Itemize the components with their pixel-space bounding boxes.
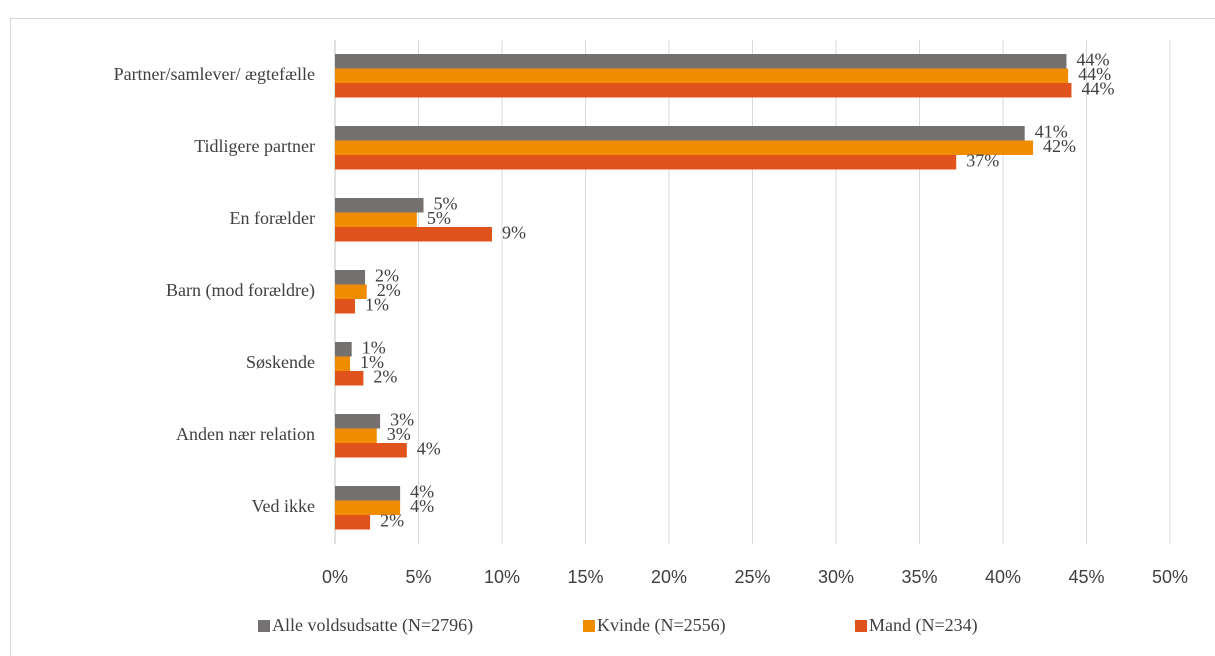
x-tick-label: 15% — [567, 567, 603, 587]
x-tick-label: 20% — [651, 567, 687, 587]
x-tick-label: 45% — [1068, 567, 1104, 587]
bar — [335, 198, 424, 213]
bar — [335, 299, 356, 314]
bar — [335, 54, 1067, 69]
bar — [335, 414, 381, 429]
data-label: 1% — [365, 294, 389, 314]
bar — [335, 270, 366, 285]
bar — [335, 515, 371, 530]
bar — [335, 486, 401, 501]
legend-label: Mand (N=234) — [869, 615, 978, 636]
data-label: 44% — [1078, 64, 1111, 84]
bar — [335, 155, 957, 170]
bar — [335, 68, 1069, 83]
legend-swatch — [583, 620, 595, 632]
data-label: 5% — [434, 193, 458, 213]
data-label: 44% — [1081, 78, 1114, 98]
data-label: 42% — [1043, 136, 1076, 156]
category-label: Barn (mod forældre) — [166, 280, 315, 301]
legend-swatch — [855, 620, 867, 632]
bar — [335, 342, 352, 357]
data-label: 1% — [362, 337, 386, 357]
chart-frame — [10, 18, 1215, 656]
bar — [335, 371, 364, 386]
category-label: Partner/samlever/ ægtefælle — [114, 64, 315, 84]
x-tick-label: 10% — [484, 567, 520, 587]
bar — [335, 140, 1034, 155]
data-label: 37% — [966, 150, 999, 170]
x-tick-label: 0% — [322, 567, 348, 587]
data-label: 3% — [390, 409, 414, 429]
legend-swatch — [258, 620, 270, 632]
x-tick-label: 50% — [1152, 567, 1188, 587]
data-label: 41% — [1035, 121, 1068, 141]
bar — [335, 356, 351, 371]
data-label: 9% — [502, 222, 526, 242]
bar — [335, 126, 1025, 141]
data-label: 4% — [410, 496, 434, 516]
x-tick-label: 35% — [901, 567, 937, 587]
x-tick-label: 5% — [405, 567, 431, 587]
data-label: 3% — [387, 424, 411, 444]
bar — [335, 443, 407, 458]
bar — [335, 83, 1072, 98]
bar — [335, 212, 417, 227]
x-tick-label: 30% — [818, 567, 854, 587]
data-label: 2% — [377, 280, 401, 300]
data-label: 1% — [360, 352, 384, 372]
legend-label: Kvinde (N=2556) — [597, 615, 726, 636]
category-label: Tidligere partner — [194, 136, 315, 156]
category-label: En forælder — [230, 208, 315, 228]
data-label: 5% — [427, 208, 451, 228]
data-label: 44% — [1076, 49, 1109, 69]
data-label: 2% — [375, 265, 399, 285]
data-label: 2% — [380, 510, 404, 530]
data-label: 4% — [410, 481, 434, 501]
bar — [335, 284, 367, 299]
x-tick-label: 25% — [734, 567, 770, 587]
legend-label: Alle voldsudsatte (N=2796) — [272, 615, 473, 636]
data-label: 2% — [373, 366, 397, 386]
category-label: Søskende — [246, 352, 315, 372]
category-label: Ved ikke — [252, 496, 315, 516]
x-tick-label: 40% — [985, 567, 1021, 587]
bar — [335, 428, 377, 443]
data-label: 4% — [417, 438, 441, 458]
category-label: Anden nær relation — [176, 424, 315, 444]
bar — [335, 227, 492, 242]
bar — [335, 500, 401, 515]
